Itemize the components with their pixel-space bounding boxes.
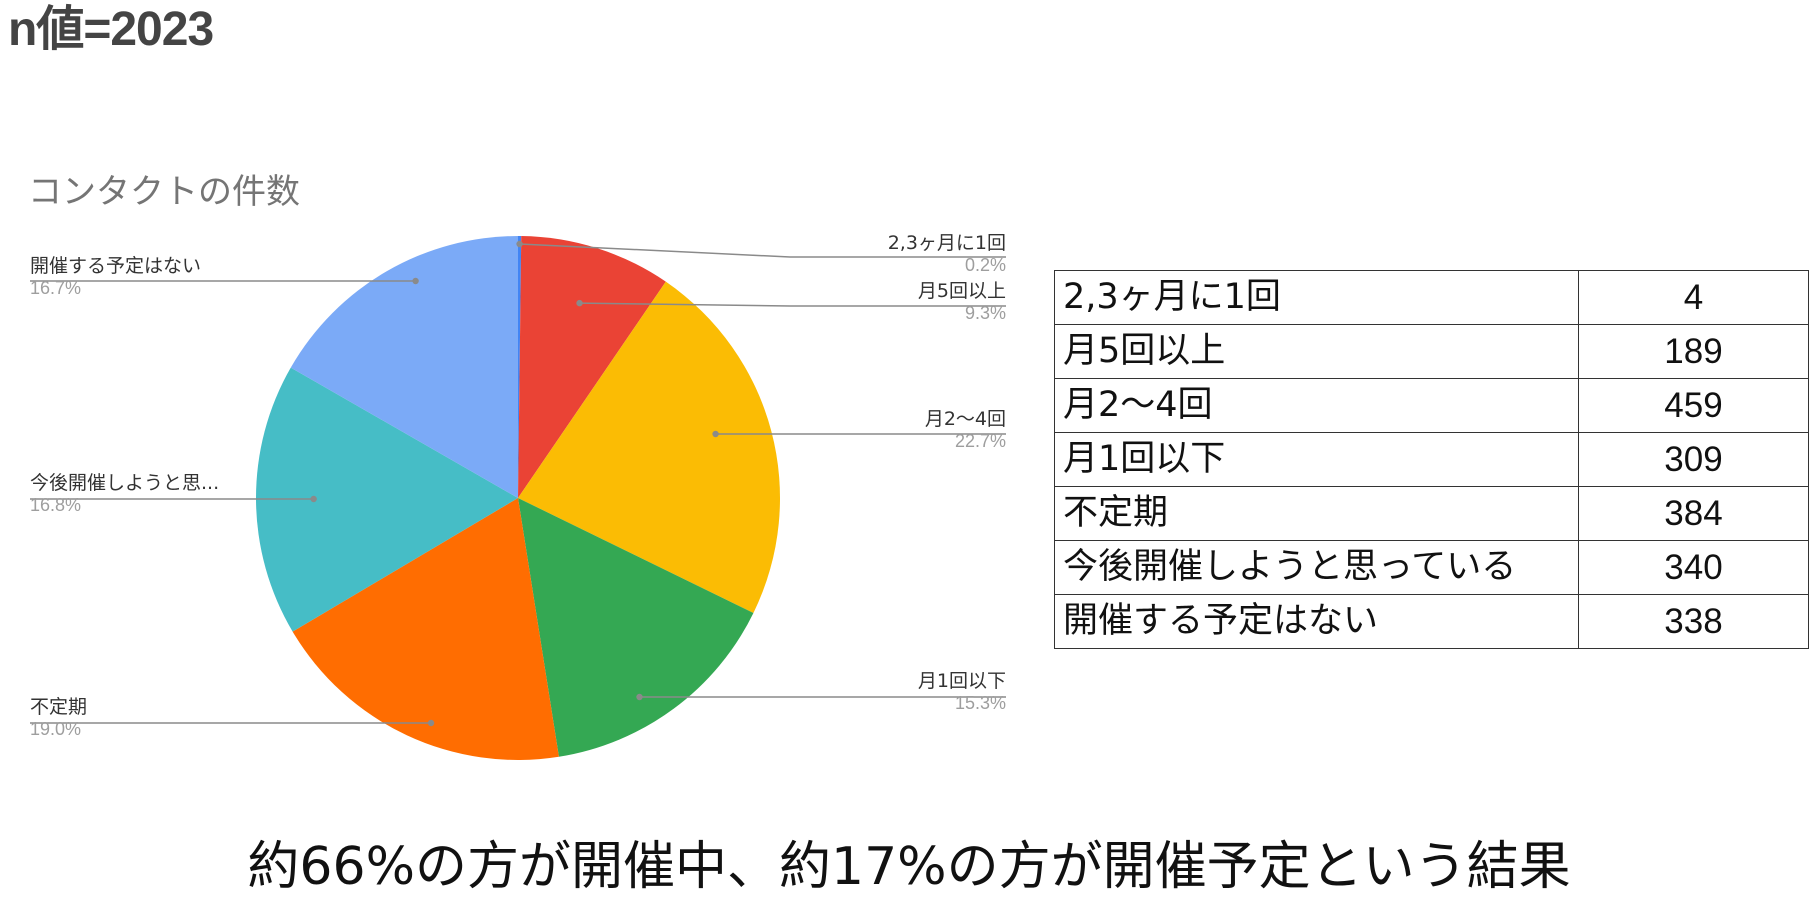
conclusion-text: 約66%の方が開催中、約17%の方が開催予定という結果 (247, 837, 1571, 897)
slice-percent: 15.3% (954, 693, 1006, 713)
leader-dot (712, 430, 719, 438)
slice-label: 不定期 19.0% (30, 696, 87, 740)
leader-dot (310, 495, 317, 503)
table-row: 2,3ヶ月に1回 4 (1054, 270, 1809, 325)
table-cell-category: 今後開催しようと思っている (1054, 540, 1579, 595)
data-table: 2,3ヶ月に1回 4 月5回以上 189 月2〜4回 459 月1回以下 309 不定期 384 今… (1054, 270, 1809, 649)
table-cell-count: 340 (1578, 540, 1809, 595)
table-cell-category: 開催する予定はない (1054, 594, 1579, 649)
n-value-heading: n値=2023 (8, 3, 214, 56)
table-cell-category: 月2〜4回 (1054, 378, 1579, 433)
slice-name: 月2〜4回 (924, 408, 1006, 430)
slice-percent: 16.8% (30, 495, 82, 515)
pie-slice (518, 281, 780, 613)
slice-name: 今後開催しようと思... (30, 472, 220, 494)
pie-slice (292, 498, 559, 760)
slice-percent: 19.0% (30, 719, 82, 739)
leader-line (579, 302, 1006, 307)
table-row: 開催する予定はない 338 (1054, 594, 1809, 649)
slice-name: 月1回以下 (917, 670, 1006, 692)
table-cell-count: 459 (1578, 378, 1809, 433)
table-row: 月5回以上 189 (1054, 324, 1809, 379)
table-row: 月1回以下 309 (1054, 432, 1809, 487)
leader-dot (516, 240, 523, 248)
leader-dot (412, 277, 419, 285)
pie-slice (518, 236, 522, 498)
slice-label: 月1回以下 15.3% (918, 670, 1006, 714)
leader-dot (427, 719, 435, 727)
table-cell-category: 2,3ヶ月に1回 (1054, 270, 1579, 325)
slice-name: 月5回以上 (917, 280, 1006, 302)
slice-name: 2,3ヶ月に1回 (887, 232, 1006, 254)
table-cell-count: 4 (1578, 270, 1809, 325)
pie-slice (518, 498, 754, 757)
pie-slice (256, 367, 518, 632)
table-cell-category: 不定期 (1054, 486, 1579, 541)
slice-label: 2,3ヶ月に1回 0.2% (888, 232, 1006, 276)
slice-label: 今後開催しようと思... 16.8% (30, 472, 219, 516)
table-row: 月2〜4回 459 (1054, 378, 1809, 433)
leader-dot (576, 299, 583, 307)
pie-slice (290, 235, 518, 498)
chart-title: コンタクトの件数 (28, 172, 300, 212)
slice-percent: 9.3% (964, 303, 1006, 323)
slice-name: 不定期 (30, 696, 88, 718)
slice-name: 開催する予定はない (30, 255, 202, 277)
pie-chart (30, 235, 1006, 760)
leader-dot (636, 693, 643, 701)
slice-percent: 22.7% (954, 431, 1006, 451)
table-cell-category: 月5回以上 (1054, 324, 1579, 379)
pie-slice (518, 236, 666, 499)
table-row: 今後開催しようと思っている 340 (1054, 540, 1809, 595)
leader-line (519, 243, 1006, 258)
slice-label: 月2〜4回 22.7% (925, 408, 1006, 452)
table-cell-category: 月1回以下 (1054, 432, 1579, 487)
table-cell-count: 384 (1578, 486, 1809, 541)
table-cell-count: 309 (1578, 432, 1809, 487)
slice-label: 開催する予定はない 16.7% (30, 255, 201, 299)
slice-percent: 16.7% (30, 278, 82, 298)
slice-label: 月5回以上 9.3% (918, 280, 1006, 324)
table-row: 不定期 384 (1054, 486, 1809, 541)
slice-percent: 0.2% (964, 255, 1006, 275)
table-cell-count: 338 (1578, 594, 1809, 649)
table-cell-count: 189 (1578, 324, 1809, 379)
